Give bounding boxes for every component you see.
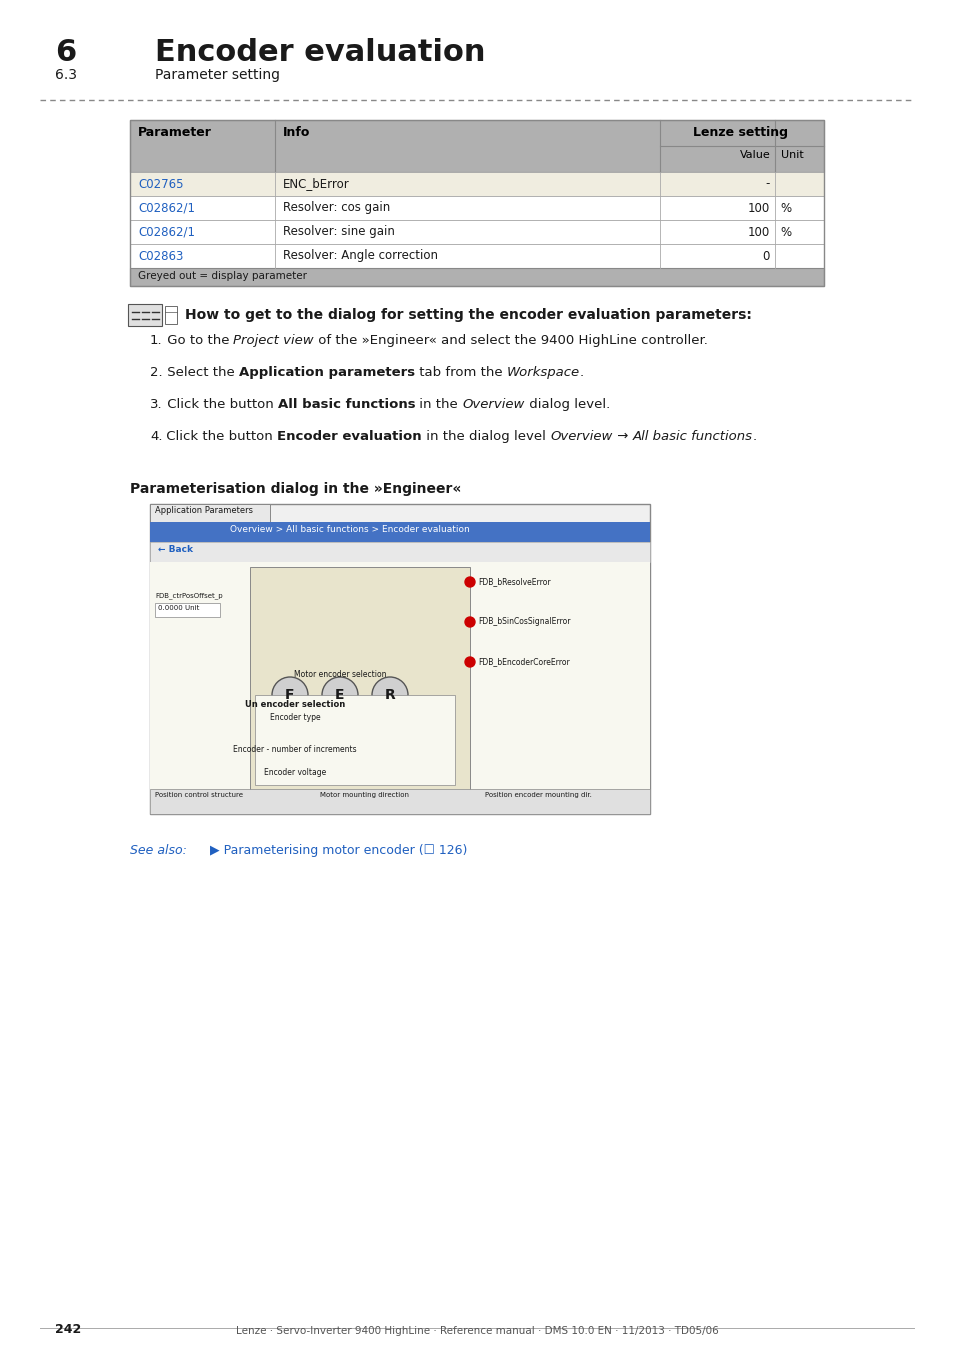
Text: Resolver: cos gain: Resolver: cos gain — [283, 201, 390, 215]
Bar — [130, 120, 823, 286]
Text: Lenze setting: Lenze setting — [693, 126, 788, 139]
Text: C02765: C02765 — [138, 177, 183, 190]
Bar — [130, 196, 823, 220]
Text: 4.: 4. — [150, 431, 162, 443]
Bar — [130, 220, 823, 244]
Text: Overview: Overview — [550, 431, 612, 443]
Text: Resolver: sine gain: Resolver: sine gain — [283, 225, 395, 239]
Text: 242: 242 — [55, 1323, 81, 1336]
Bar — [128, 304, 162, 325]
Text: in the dialog level: in the dialog level — [421, 431, 550, 443]
Text: Parameter: Parameter — [138, 126, 212, 139]
Bar — [130, 120, 823, 171]
Circle shape — [272, 676, 308, 713]
Bar — [150, 504, 270, 522]
Bar — [150, 504, 649, 814]
Text: Encoder voltage: Encoder voltage — [264, 768, 326, 778]
Text: .: . — [579, 366, 583, 379]
Text: %: % — [780, 225, 790, 239]
Text: C02862/1: C02862/1 — [138, 201, 194, 215]
Text: 100: 100 — [747, 201, 769, 215]
Bar — [250, 567, 470, 805]
Text: of the »Engineer« and select the 9400 HighLine controller.: of the »Engineer« and select the 9400 Hi… — [314, 333, 707, 347]
Text: →: → — [612, 431, 632, 443]
Text: ← Back: ← Back — [158, 545, 193, 554]
Text: 1.: 1. — [150, 333, 162, 347]
Text: ENC_bError: ENC_bError — [283, 177, 350, 190]
Text: 6.3: 6.3 — [55, 68, 77, 82]
Text: Click the button: Click the button — [162, 398, 277, 410]
Text: C02863: C02863 — [138, 250, 183, 262]
Bar — [150, 562, 649, 814]
Text: Encoder - number of increments: Encoder - number of increments — [233, 745, 356, 755]
Text: R: R — [384, 688, 395, 702]
Text: Application parameters: Application parameters — [238, 366, 415, 379]
Text: %: % — [780, 201, 790, 215]
Text: tab from the: tab from the — [415, 366, 506, 379]
Text: Info: Info — [283, 126, 310, 139]
Text: Lenze · Servo-Inverter 9400 HighLine · Reference manual · DMS 10.0 EN · 11/2013 : Lenze · Servo-Inverter 9400 HighLine · R… — [235, 1326, 718, 1336]
Bar — [154, 603, 220, 617]
Bar — [130, 244, 823, 269]
Text: 0.0000 Unit: 0.0000 Unit — [158, 605, 199, 612]
Text: All basic functions: All basic functions — [632, 431, 752, 443]
Text: Encoder evaluation: Encoder evaluation — [154, 38, 485, 68]
Text: All basic functions: All basic functions — [277, 398, 415, 410]
Text: 100: 100 — [747, 225, 769, 239]
Text: 3.: 3. — [150, 398, 162, 410]
Text: 2.: 2. — [150, 366, 162, 379]
Text: Unit: Unit — [781, 150, 803, 161]
Text: Motor encoder selection: Motor encoder selection — [294, 670, 386, 679]
Bar — [150, 522, 649, 541]
Bar — [130, 269, 823, 286]
Circle shape — [464, 576, 475, 587]
Text: Select the: Select the — [162, 366, 238, 379]
Text: How to get to the dialog for setting the encoder evaluation parameters:: How to get to the dialog for setting the… — [185, 308, 751, 323]
Text: Workspace: Workspace — [506, 366, 579, 379]
Bar — [130, 171, 823, 196]
Text: Encoder evaluation: Encoder evaluation — [277, 431, 421, 443]
Bar — [150, 541, 649, 562]
Text: Encoder type: Encoder type — [270, 713, 320, 722]
Text: Overview > All basic functions > Encoder evaluation: Overview > All basic functions > Encoder… — [230, 525, 469, 535]
Text: 0: 0 — [761, 250, 769, 262]
Text: Application Parameters: Application Parameters — [154, 506, 253, 514]
Text: Parameterisation dialog in the »Engineer«: Parameterisation dialog in the »Engineer… — [130, 482, 461, 495]
Text: Click the button: Click the button — [162, 431, 277, 443]
Text: dialog level.: dialog level. — [524, 398, 609, 410]
Text: Motor mounting direction: Motor mounting direction — [319, 792, 409, 798]
Circle shape — [464, 617, 475, 626]
Text: 6: 6 — [55, 38, 76, 68]
Text: Overview: Overview — [462, 398, 524, 410]
Bar — [165, 306, 177, 324]
Bar — [254, 695, 455, 784]
Text: E: E — [335, 688, 344, 702]
Text: FDB_ctrPosOffset_p: FDB_ctrPosOffset_p — [154, 593, 222, 599]
Text: Project view: Project view — [233, 333, 314, 347]
Text: Un encoder selection: Un encoder selection — [245, 701, 345, 709]
Circle shape — [464, 657, 475, 667]
Text: in the: in the — [415, 398, 462, 410]
Text: Parameter setting: Parameter setting — [154, 68, 280, 82]
Text: Value: Value — [740, 150, 770, 161]
Text: Resolver: Angle correction: Resolver: Angle correction — [283, 250, 437, 262]
Text: Position control structure: Position control structure — [154, 792, 243, 798]
Circle shape — [372, 676, 408, 713]
Text: -: - — [765, 177, 769, 190]
Text: FDB_bResolveError: FDB_bResolveError — [477, 578, 550, 586]
Text: Go to the: Go to the — [162, 333, 233, 347]
Text: C02862/1: C02862/1 — [138, 225, 194, 239]
Bar — [150, 788, 649, 814]
Circle shape — [322, 676, 357, 713]
Text: .: . — [752, 431, 756, 443]
Text: Greyed out = display parameter: Greyed out = display parameter — [138, 271, 307, 281]
Text: ▶ Parameterising motor encoder (☐ 126): ▶ Parameterising motor encoder (☐ 126) — [210, 844, 467, 857]
Text: F: F — [285, 688, 294, 702]
Text: Position encoder mounting dir.: Position encoder mounting dir. — [484, 792, 591, 798]
Text: See also:: See also: — [130, 844, 187, 857]
Text: FDB_bSinCosSignalError: FDB_bSinCosSignalError — [477, 617, 570, 626]
Text: FDB_bEncoderCoreError: FDB_bEncoderCoreError — [477, 657, 569, 667]
